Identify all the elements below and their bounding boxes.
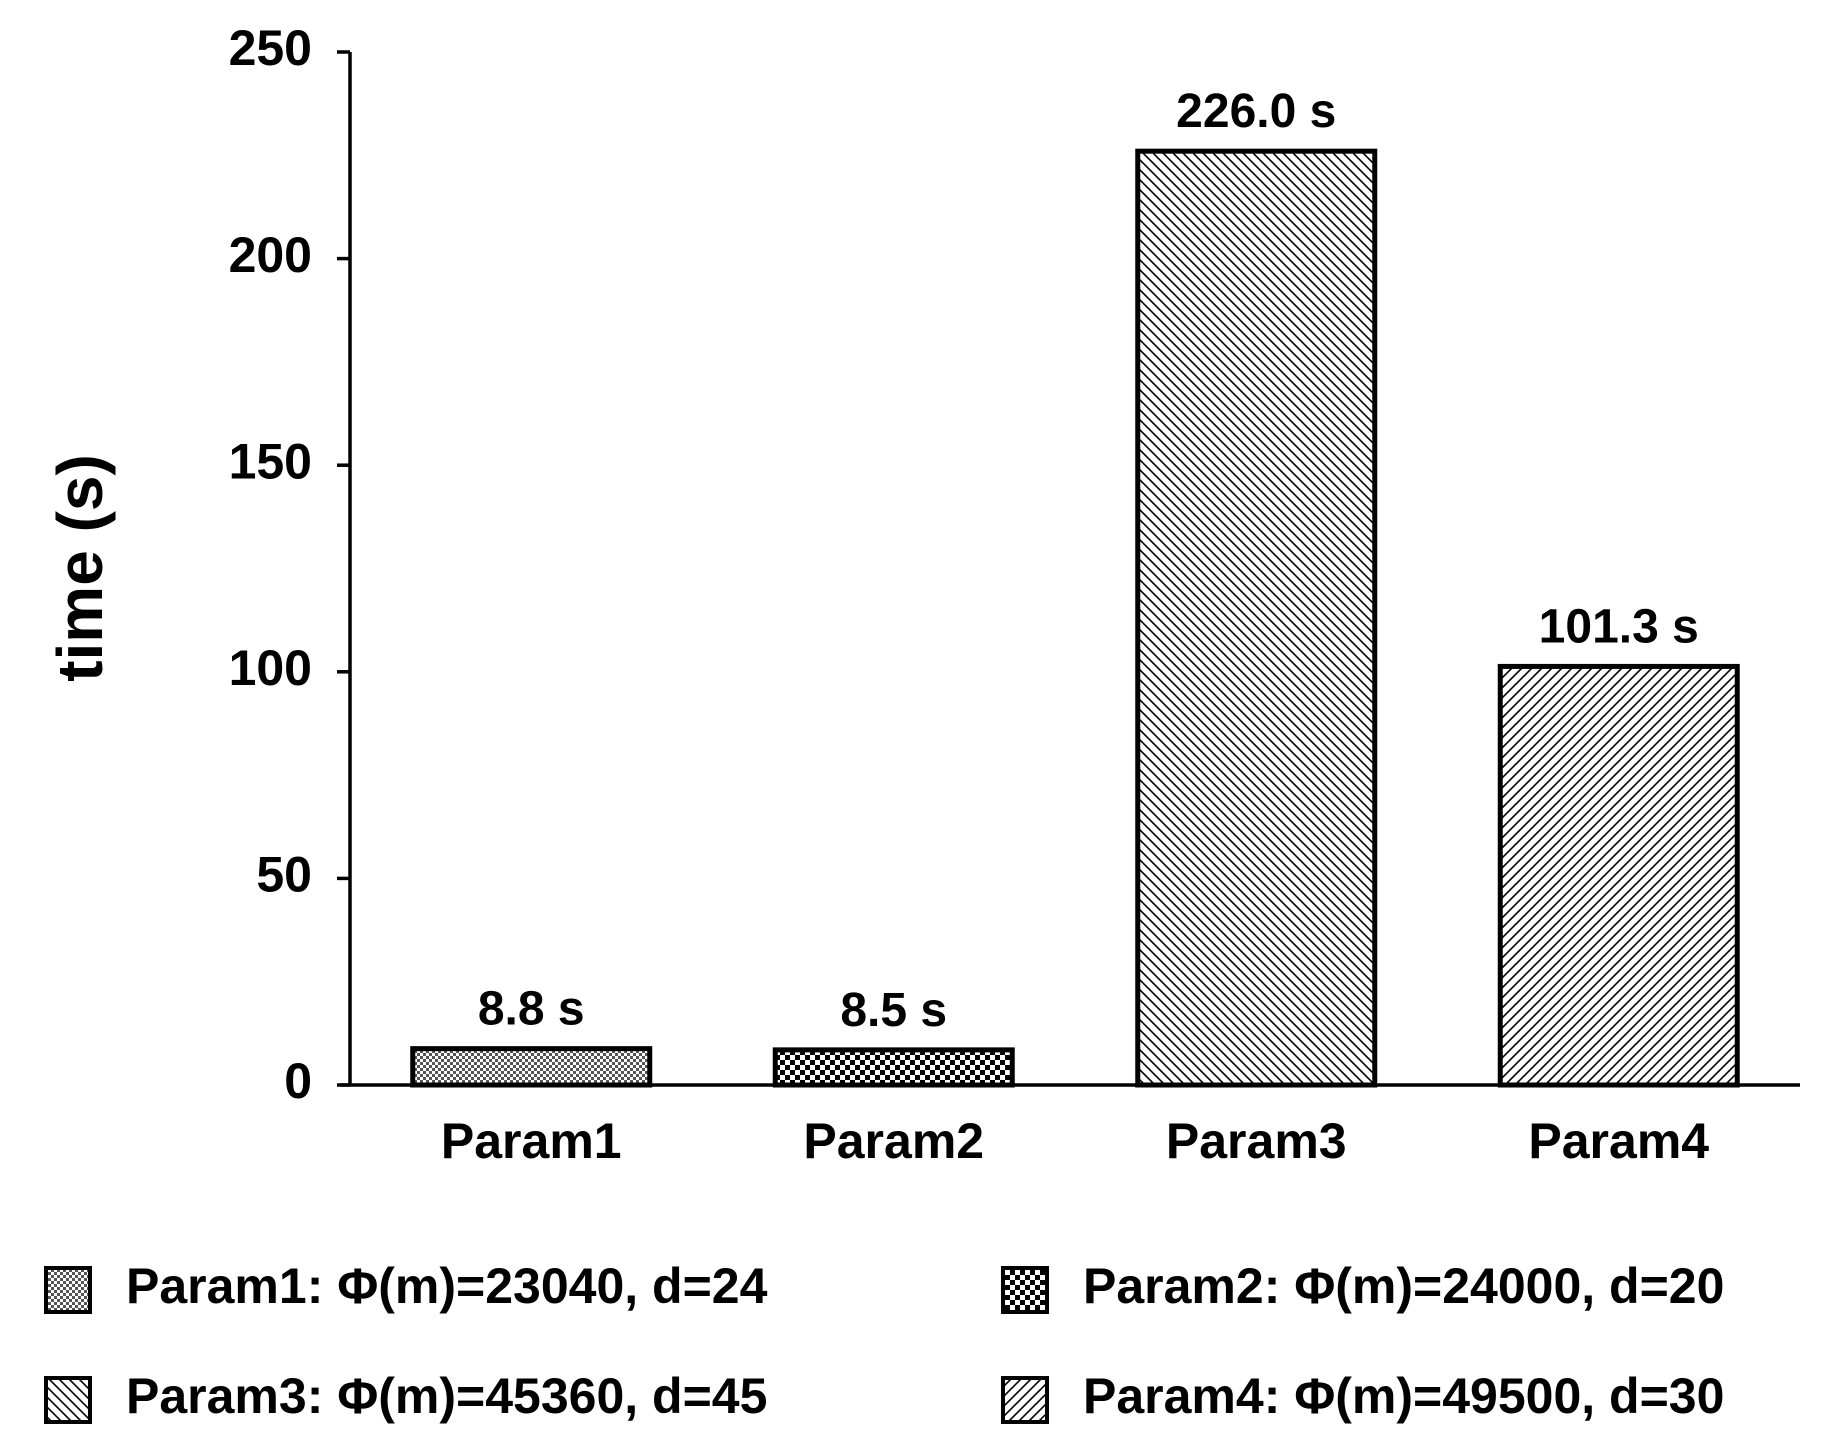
data-label-param3: 226.0 s <box>1176 85 1336 138</box>
y-tick-label: 50 <box>256 847 312 903</box>
legend: Param1: Φ(m)=23040, d=24 Param2: Φ(m)=240… <box>44 1258 1724 1424</box>
y-tick-label: 150 <box>229 433 312 489</box>
category-label-param1: Param1 <box>441 1113 622 1169</box>
y-axis-title: time (s) <box>44 454 116 682</box>
bar-param4 <box>1497 663 1740 1088</box>
legend-swatch-1 <box>44 1266 92 1314</box>
y-tick-label: 250 <box>229 20 312 76</box>
legend-swatch-3 <box>44 1376 92 1424</box>
legend-swatch-4 <box>1001 1376 1049 1424</box>
legend-label-2: Param2: Φ(m)=24000, d=20 <box>1083 1258 1724 1314</box>
category-label-param2: Param2 <box>803 1113 984 1169</box>
data-label-param4: 101.3 s <box>1539 600 1699 653</box>
y-tick-label: 200 <box>229 227 312 283</box>
y-ticks: 0 50 100 150 200 250 <box>229 20 350 1109</box>
data-label-param2: 8.5 s <box>840 984 947 1037</box>
y-tick-label: 100 <box>229 640 312 696</box>
legend-label-3: Param3: Φ(m)=45360, d=45 <box>126 1368 767 1424</box>
data-label-param1: 8.8 s <box>478 983 585 1036</box>
legend-label-4: Param4: Φ(m)=49500, d=30 <box>1083 1368 1724 1424</box>
bar-param3 <box>1135 148 1378 1088</box>
bars <box>410 148 1740 1088</box>
bar-param2 <box>772 1047 1015 1088</box>
category-label-param3: Param3 <box>1166 1113 1347 1169</box>
y-tick-label: 0 <box>284 1053 312 1109</box>
data-labels: 8.8 s 8.5 s 226.0 s 101.3 s <box>478 85 1699 1037</box>
bar-param1 <box>410 1046 653 1088</box>
category-labels: Param1 Param2 Param3 Param4 <box>441 1113 1709 1169</box>
axes: 0 50 100 150 200 250 <box>229 20 1800 1109</box>
legend-label-1: Param1: Φ(m)=23040, d=24 <box>126 1258 768 1314</box>
legend-swatch-2 <box>1001 1266 1049 1314</box>
category-label-param4: Param4 <box>1528 1113 1709 1169</box>
